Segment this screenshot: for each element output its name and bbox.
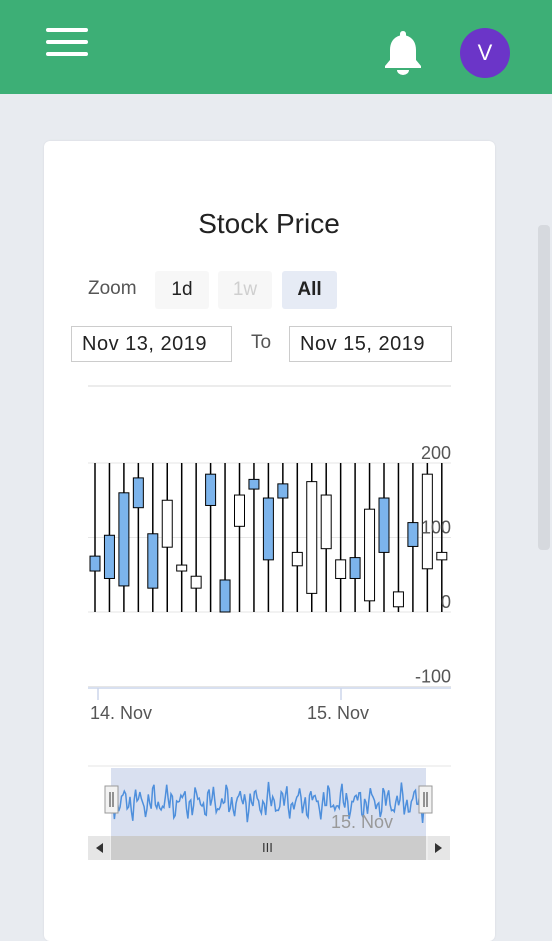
candle[interactable] (132, 463, 144, 612)
candle-body (349, 557, 361, 579)
candle[interactable] (219, 463, 231, 613)
candle-body (161, 499, 173, 548)
chart-title: Stock Price (198, 208, 340, 239)
candle[interactable] (234, 463, 245, 612)
range-from-input[interactable]: Nov 13, 2019 (71, 326, 232, 362)
menu-icon[interactable] (46, 28, 90, 58)
top-app-bar: V (0, 0, 552, 94)
candle-body (306, 481, 318, 594)
y-tick-label: 200 (421, 443, 451, 463)
candle[interactable] (378, 463, 390, 612)
candle[interactable] (205, 463, 217, 612)
candle[interactable] (335, 463, 347, 612)
navigator-selection[interactable] (111, 768, 426, 836)
candle-body (248, 478, 260, 490)
range-to-label: To (251, 332, 272, 353)
candle-body (392, 591, 404, 608)
page-scrollbar[interactable] (538, 225, 550, 550)
candle[interactable] (407, 463, 419, 612)
candle[interactable] (190, 463, 202, 612)
candle[interactable] (262, 463, 274, 612)
candle-body (89, 555, 101, 572)
candle-body (364, 508, 376, 602)
candle[interactable] (306, 463, 318, 612)
candle-body (132, 477, 144, 509)
y-tick-label: 100 (421, 518, 451, 538)
candle-body (421, 473, 433, 570)
navigator-left-handle[interactable] (104, 785, 119, 814)
navigator-series-line (112, 781, 425, 823)
candlestick-chart: 200 100 0 -100 14. Nov 15. Nov 15. Nov III (88, 385, 451, 860)
navigator-x-label: 15. Nov (331, 812, 393, 832)
candle-body (407, 522, 419, 547)
candle-body (335, 559, 347, 579)
candle[interactable] (176, 463, 188, 612)
candle-body (190, 575, 202, 589)
scrollbar-grip: III (262, 840, 273, 855)
candle-body (205, 473, 217, 506)
zoom-1w-button[interactable]: 1w (218, 271, 272, 309)
candle[interactable] (103, 463, 115, 612)
zoom-all-button[interactable]: All (282, 271, 337, 309)
candle[interactable] (277, 463, 289, 612)
x-tick-label: 14. Nov (90, 703, 152, 723)
candle-body (378, 497, 390, 553)
candle-body (118, 492, 130, 587)
bell-icon[interactable] (382, 28, 424, 76)
candle[interactable] (89, 463, 101, 612)
navigator-scrollbar-thumb[interactable] (111, 836, 426, 860)
candle-body (291, 551, 303, 567)
candle-body (277, 483, 289, 499)
candle[interactable] (436, 463, 448, 612)
zoom-label: Zoom (88, 278, 137, 299)
candle[interactable] (320, 463, 332, 612)
candle[interactable] (392, 463, 404, 612)
candle-body (176, 564, 188, 572)
candle[interactable] (248, 463, 260, 612)
y-tick-label: -100 (415, 667, 451, 687)
candle-body (147, 533, 159, 589)
candle-body (262, 497, 274, 561)
candle[interactable] (349, 463, 361, 612)
candle[interactable] (291, 463, 303, 612)
zoom-1d-button[interactable]: 1d (155, 271, 209, 309)
candle[interactable] (161, 463, 173, 612)
arrow-right-icon (435, 843, 442, 853)
range-to-input[interactable]: Nov 15, 2019 (289, 326, 452, 362)
candle-body (436, 551, 448, 561)
navigator-right-handle[interactable] (418, 785, 433, 814)
candle-body (234, 494, 245, 527)
candle-body (103, 534, 115, 579)
candle[interactable] (118, 463, 130, 612)
candle-body (219, 579, 231, 613)
candle[interactable] (421, 463, 433, 612)
arrow-left-icon (96, 843, 103, 853)
y-tick-label: 0 (441, 592, 451, 612)
candle-body (320, 494, 332, 550)
x-tick-label: 15. Nov (307, 703, 369, 723)
candle[interactable] (364, 463, 376, 612)
candle[interactable] (147, 463, 159, 612)
avatar[interactable]: V (460, 28, 510, 78)
